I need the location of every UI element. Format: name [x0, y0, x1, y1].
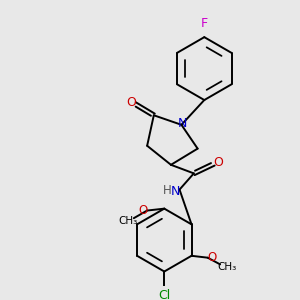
Text: O: O — [214, 156, 224, 170]
Text: F: F — [201, 17, 208, 31]
Text: O: O — [139, 204, 148, 217]
Text: O: O — [207, 251, 216, 264]
Text: N: N — [178, 117, 187, 130]
Text: O: O — [126, 96, 136, 110]
Text: H: H — [163, 184, 172, 197]
Text: N: N — [171, 185, 180, 198]
Text: CH₃: CH₃ — [217, 262, 236, 272]
Text: CH₃: CH₃ — [118, 216, 138, 226]
Text: Cl: Cl — [158, 289, 170, 300]
